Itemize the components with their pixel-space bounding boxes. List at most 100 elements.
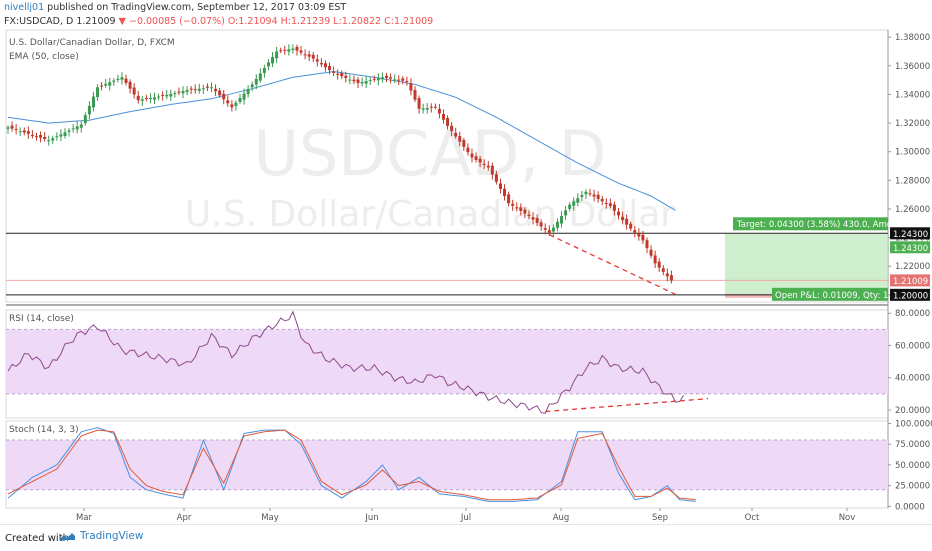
candle-body [576, 198, 580, 203]
candle-body [258, 73, 262, 81]
candle-body [641, 234, 645, 241]
candle-body [266, 62, 270, 67]
candle-body [10, 125, 14, 129]
candle-body [466, 147, 470, 153]
candle [580, 190, 584, 201]
candle [364, 76, 368, 88]
axis-tag-target: 1.24300 [893, 244, 928, 254]
stoch-k-line [7, 427, 696, 502]
tradingview-brand[interactable]: TradingView [58, 530, 143, 542]
candle-body [254, 78, 258, 85]
candle-body [185, 90, 189, 93]
candle [344, 71, 348, 83]
candle-body [535, 218, 539, 223]
candle [34, 132, 38, 141]
candle [527, 210, 531, 220]
candle [67, 128, 71, 137]
candle [218, 87, 222, 98]
candle-body [177, 91, 181, 93]
candle-body [397, 79, 401, 81]
candle-body [494, 174, 498, 182]
candle-body [100, 85, 104, 87]
candle [519, 203, 523, 216]
candle-body [55, 136, 59, 138]
candle-body [604, 203, 608, 205]
candle-body [222, 93, 226, 100]
candle [617, 207, 620, 220]
candle [79, 120, 83, 133]
symbol-label: FX:USDCAD, D [4, 16, 74, 27]
candle [409, 78, 413, 96]
price-tick-label: 1.34000 [895, 90, 930, 100]
candle-body [523, 209, 527, 214]
down-arrow-icon: ▼ [118, 16, 126, 27]
candle-body [474, 156, 478, 160]
last-price: 1.21009 [76, 16, 116, 27]
axis-tag-stop: 1.20000 [893, 291, 928, 301]
author-name[interactable]: nivellj01 [4, 2, 45, 13]
candle-body [279, 50, 283, 52]
chart-area[interactable]: USDCAD, DU.S. Dollar/Canadian Dollar 1.38… [0, 0, 932, 524]
candle [348, 74, 352, 85]
candle-body [669, 275, 673, 281]
candle-body [148, 98, 152, 99]
stoch-tick-label: 25.0000 [895, 482, 930, 492]
candle [637, 228, 641, 241]
candle [201, 84, 205, 94]
price-pane-title: U.S. Dollar/Canadian Dollar, D, FXCM [9, 38, 175, 48]
candle-body [303, 54, 307, 56]
candle [596, 191, 600, 203]
candle [564, 205, 568, 221]
candle-body [67, 130, 71, 132]
candle-body [629, 223, 633, 229]
target-label-bg [733, 217, 888, 231]
rsi-tick-label: 60.0000 [895, 341, 930, 351]
candle-body [153, 97, 157, 100]
axis-tag-target-bg [890, 241, 930, 254]
candle-body [51, 138, 55, 141]
candle [59, 129, 63, 142]
candle [555, 218, 559, 232]
candle [604, 198, 608, 209]
ohlc-values: O:1.21094 H:1.21239 L:1.20822 C:1.21009 [227, 16, 434, 27]
candle [30, 130, 34, 139]
candle [531, 212, 535, 225]
candle [328, 62, 332, 75]
candle-body [165, 94, 169, 97]
candle-body [299, 50, 303, 53]
candle-body [173, 92, 177, 94]
candle [120, 72, 124, 85]
candle-body [157, 96, 161, 98]
candle [437, 103, 441, 119]
candle [376, 73, 380, 86]
candle-body [83, 115, 87, 124]
candle [246, 85, 250, 98]
candle [462, 137, 466, 151]
candle [372, 75, 376, 82]
candle [511, 199, 515, 211]
candle [75, 121, 79, 134]
candle [454, 127, 458, 139]
candle-body [71, 128, 75, 130]
candle-body [393, 79, 397, 81]
candle-body [417, 98, 421, 109]
candle-body [450, 125, 454, 132]
candle-body [214, 88, 218, 92]
candle-body [519, 207, 523, 211]
candle-body [356, 79, 360, 83]
candle-body [120, 77, 124, 80]
candle-body [323, 63, 327, 68]
candle-body [271, 56, 275, 64]
candle-body [315, 59, 319, 62]
candle-body [197, 88, 201, 91]
candle-body [608, 203, 612, 207]
candle-body [437, 108, 441, 114]
candle-body [564, 210, 568, 216]
candle-body [486, 165, 490, 168]
candle-body [39, 134, 43, 138]
x-tick-label: Oct [745, 513, 760, 523]
candle [393, 74, 397, 83]
candle [425, 103, 429, 114]
candle-body [344, 75, 348, 78]
candle [380, 72, 384, 83]
